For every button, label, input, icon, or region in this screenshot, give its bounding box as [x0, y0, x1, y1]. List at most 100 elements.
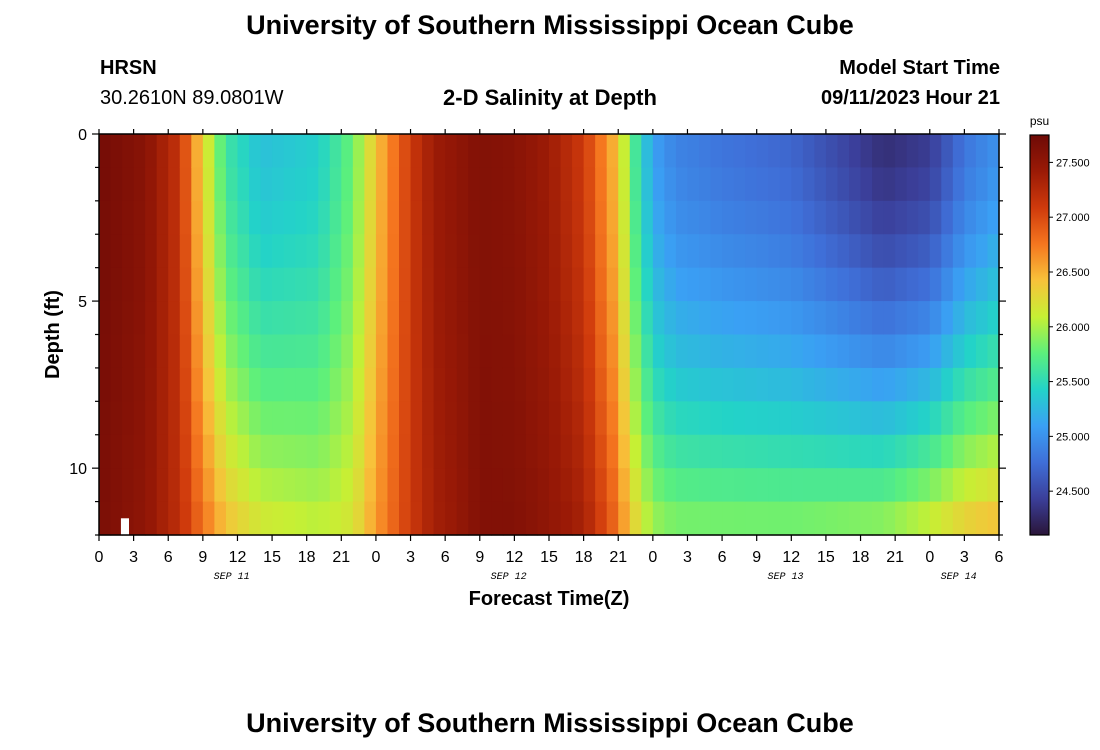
heatmap-cell — [572, 401, 585, 436]
heatmap-cell — [191, 334, 204, 369]
heatmap-cell — [433, 301, 446, 336]
heatmap-cell — [583, 301, 596, 336]
x-tick-label: 6 — [164, 549, 173, 566]
heatmap-cell — [849, 434, 862, 469]
heatmap-cell — [733, 501, 746, 536]
heatmap-cell — [491, 167, 504, 202]
heatmap-cell — [583, 401, 596, 436]
heatmap-cell — [249, 267, 262, 302]
heatmap-cell — [745, 234, 758, 269]
heatmap-cell — [849, 468, 862, 503]
x-tick-label: 21 — [609, 549, 627, 566]
heatmap-cell — [99, 134, 112, 169]
date-label: SEP 13 — [768, 572, 804, 583]
heatmap-cell — [491, 334, 504, 369]
heatmap-cell — [906, 434, 919, 469]
heatmap-cell — [468, 234, 481, 269]
heatmap-cell — [537, 267, 550, 302]
heatmap-cell — [249, 334, 262, 369]
heatmap-cell — [699, 334, 712, 369]
heatmap-cell — [872, 301, 885, 336]
heatmap-cell — [237, 267, 250, 302]
colorbar-tick-label: 26.500 — [1056, 267, 1090, 279]
heatmap-cell — [491, 234, 504, 269]
colorbar-tick-label: 25.000 — [1056, 431, 1090, 443]
heatmap-cell — [468, 401, 481, 436]
heatmap-cell — [606, 301, 619, 336]
heatmap-cell — [802, 134, 815, 169]
heatmap-cell — [410, 200, 423, 235]
heatmap-cell — [906, 267, 919, 302]
heatmap-cell — [352, 434, 365, 469]
heatmap-cell — [987, 267, 1000, 302]
heatmap-cell — [422, 167, 435, 202]
x-tick-label: 18 — [298, 549, 316, 566]
heatmap-cell — [352, 167, 365, 202]
heatmap-cell — [791, 200, 804, 235]
heatmap-cell — [918, 434, 931, 469]
heatmap-cell — [606, 501, 619, 536]
heatmap-cell — [849, 401, 862, 436]
heatmap-cell — [225, 468, 239, 503]
heatmap-cell — [722, 234, 735, 269]
heatmap-cell — [399, 234, 412, 269]
heatmap-cell — [329, 367, 342, 402]
heatmap-cell — [849, 234, 862, 269]
heatmap-cell — [837, 134, 850, 169]
heatmap-cell — [133, 334, 146, 369]
heatmap-cell — [710, 200, 723, 235]
heatmap-cell — [399, 334, 412, 369]
heatmap-cell — [168, 401, 181, 436]
heatmap-cell — [952, 167, 965, 202]
heatmap-cell — [445, 367, 458, 402]
heatmap-cell — [260, 501, 273, 536]
heatmap-cell — [410, 234, 423, 269]
heatmap-cell — [629, 167, 642, 202]
heatmap-cell — [745, 134, 758, 169]
heatmap-cell — [445, 167, 458, 202]
heatmap-cell — [191, 301, 204, 336]
heatmap-cell — [387, 267, 400, 302]
heatmap-cell — [514, 401, 527, 436]
heatmap-cell — [883, 167, 896, 202]
heatmap-cell — [168, 234, 181, 269]
heatmap-cell — [722, 167, 735, 202]
heatmap-cell — [387, 334, 400, 369]
heatmap-cell — [918, 401, 931, 436]
heatmap-cell — [306, 367, 319, 402]
heatmap-cell — [110, 200, 123, 235]
heatmap-cell — [975, 267, 989, 302]
heatmap-cell — [964, 367, 977, 402]
heatmap-cell — [675, 301, 689, 336]
heatmap-cell — [525, 234, 539, 269]
heatmap-cell — [687, 468, 700, 503]
heatmap-cell — [756, 234, 769, 269]
heatmap-cell — [445, 468, 458, 503]
heatmap-cell — [629, 267, 642, 302]
heatmap-cell — [283, 468, 296, 503]
heatmap-cell — [652, 167, 665, 202]
heatmap-cell — [572, 234, 585, 269]
heatmap-cell — [341, 334, 354, 369]
heatmap-cell — [929, 134, 942, 169]
heatmap-cell — [560, 334, 573, 369]
heatmap-cell — [202, 301, 215, 336]
heatmap-cell — [260, 434, 273, 469]
heatmap-cell — [341, 501, 354, 536]
heatmap-cell — [964, 200, 977, 235]
heatmap-cell — [410, 301, 423, 336]
heatmap-cell — [906, 401, 919, 436]
heatmap-cell — [860, 200, 873, 235]
heatmap-cell — [318, 367, 331, 402]
heatmap-cell — [675, 334, 689, 369]
heatmap-cell — [768, 267, 781, 302]
heatmap-cell — [272, 234, 285, 269]
heatmap-cell — [664, 434, 677, 469]
heatmap-cell — [825, 301, 839, 336]
heatmap-cell — [352, 367, 365, 402]
heatmap-cell — [329, 401, 342, 436]
heatmap-cell — [675, 401, 689, 436]
heatmap-cell — [283, 234, 296, 269]
heatmap-cell — [410, 468, 423, 503]
heatmap-cell — [779, 501, 792, 536]
